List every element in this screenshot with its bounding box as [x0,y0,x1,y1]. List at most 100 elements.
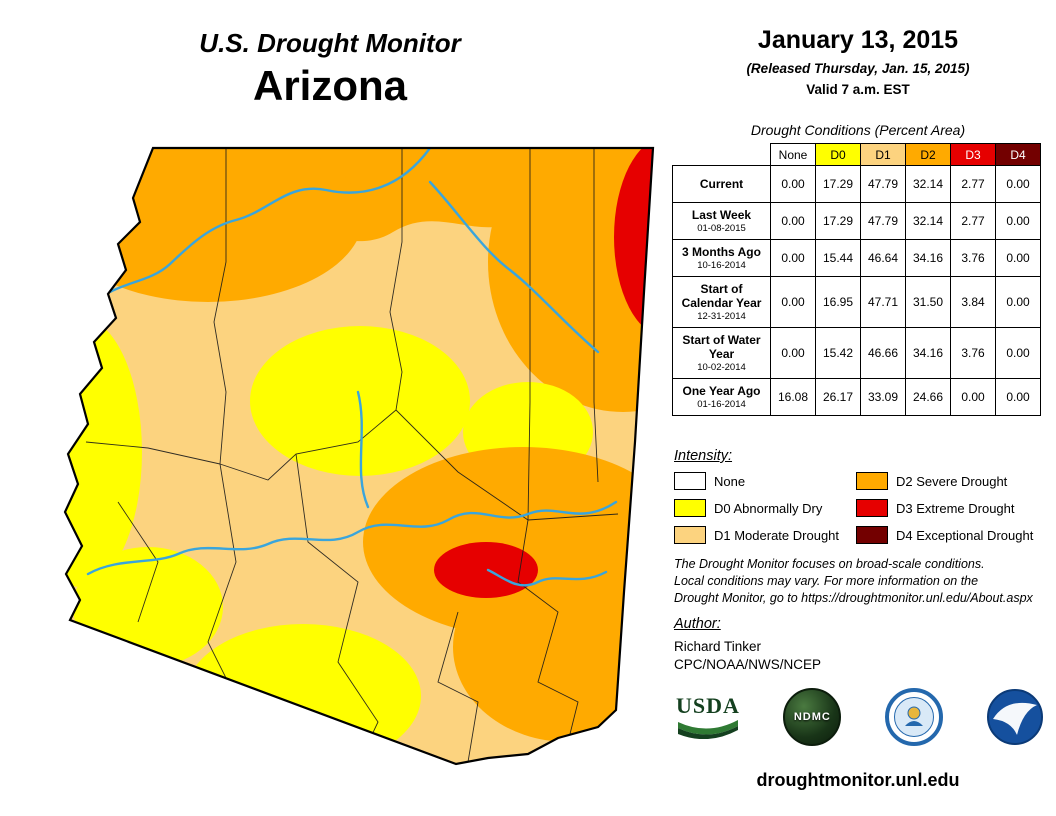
legend-swatch-none [674,472,706,490]
usda-logo-text: USDA [676,693,740,718]
gila-river-lower [486,568,608,587]
col-header-d2: D2 [905,143,951,166]
legend-item-d3: D3 Extreme Drought [856,499,1054,517]
salt-gila-river [86,500,618,576]
cell-value: 32.14 [905,165,951,203]
disclaimer-line-1: The Drought Monitor focuses on broad-sca… [674,557,985,571]
cell-value: 0.00 [995,327,1041,379]
arizona-drought-map [63,146,655,766]
region-d0-south-central [185,624,421,764]
legend-item-d2: D2 Severe Drought [856,472,1054,490]
region-title: Arizona [252,62,407,109]
cell-value: 15.44 [815,239,861,277]
colorado-river [108,148,432,294]
cell-value: 3.76 [950,327,996,379]
county-borders [85,148,619,764]
cell-value: 2.77 [950,165,996,203]
row-label: Start of Calendar Year 12-31-2014 [672,276,771,328]
legend-title: Intensity: [674,448,733,464]
rivers [86,148,618,587]
verde-river [356,390,370,509]
row-label: Last Week 01-08-2015 [672,202,771,240]
legend-item-d4: D4 Exceptional Drought [856,526,1054,544]
row-label: 3 Months Ago 10-16-2014 [672,239,771,277]
commerce-eagle-icon [893,697,934,737]
cell-value: 46.64 [860,239,906,277]
disclaimer-text: The Drought Monitor focuses on broad-sca… [674,556,1049,607]
col-header-d4: D4 [995,143,1041,166]
cell-value: 2.77 [950,202,996,240]
table-row-3-months-ago: 3 Months Ago 10-16-2014 0.00 15.44 46.64 … [672,239,1041,277]
table-row-start-calendar-year: Start of Calendar Year 12-31-2014 0.00 16… [672,276,1041,328]
cell-value: 47.79 [860,202,906,240]
row-date: 01-08-2015 [697,223,746,234]
cell-value: 47.79 [860,165,906,203]
ndmc-logo: NDMC [783,688,842,746]
legend-label: D2 Severe Drought [896,473,1008,489]
legend-item-none: None [674,472,856,490]
legend-label: D3 Extreme Drought [896,500,1015,516]
legend-label: D0 Abnormally Dry [714,500,823,516]
ndmc-logo-text: NDMC [793,711,831,723]
legend-label: None [714,473,746,489]
author-name: Richard Tinker [674,639,762,654]
row-label: Current [672,165,771,203]
cell-value: 0.00 [995,239,1041,277]
author-org: CPC/NOAA/NWS/NCEP [674,657,822,672]
cell-value: 31.50 [905,276,951,328]
region-d3-central [434,542,538,598]
cell-value: 0.00 [770,239,816,277]
cell-value: 17.29 [815,202,861,240]
info-panel: January 13, 2015 (Released Thursday, Jan… [660,0,1056,816]
col-header-d0: D0 [815,143,861,166]
cell-value: 24.66 [905,378,951,416]
cell-value: 47.71 [860,276,906,328]
table-header-row: None D0 D1 D2 D3 D4 [672,143,1041,166]
cell-value: 34.16 [905,239,951,277]
region-d0-west [65,317,142,587]
cell-value: 16.95 [815,276,861,328]
cell-value: 0.00 [995,378,1041,416]
cell-value: 0.00 [770,165,816,203]
legend-swatch-d1 [674,526,706,544]
cell-value: 16.08 [770,378,816,416]
legend-item-d0: D0 Abnormally Dry [674,499,856,517]
cell-value: 32.14 [905,202,951,240]
release-date: (Released Thursday, Jan. 15, 2015) [746,61,970,76]
col-header-d3: D3 [950,143,996,166]
legend-swatch-d0 [674,499,706,517]
cell-value: 0.00 [950,378,996,416]
page-title: U.S. Drought Monitor [199,28,461,58]
region-d3-northeast [614,148,653,337]
col-header-d1: D1 [860,143,906,166]
cell-value: 0.00 [995,202,1041,240]
legend-swatch-d2 [856,472,888,490]
cell-value: 33.09 [860,378,906,416]
table-row-start-water-year: Start of Water Year 10-02-2014 0.00 15.42… [672,327,1041,379]
valid-time: Valid 7 a.m. EST [806,82,910,97]
noaa-logo [986,688,1044,746]
cell-value: 3.84 [950,276,996,328]
cell-value: 0.00 [770,276,816,328]
legend: None D0 Abnormally Dry D1 Moderate Droug… [674,472,1054,544]
report-date: January 13, 2015 [757,26,959,54]
row-date: 01-16-2014 [697,399,746,410]
usda-swoosh-icon [678,720,738,739]
state-border [63,146,655,766]
eagle-icon [904,706,923,726]
usda-logo: USDA [676,695,740,739]
table-row-current: Current 0.00 17.29 47.79 32.14 2.77 0.00 [672,165,1041,203]
logo-row: USDA NDMC [670,688,1050,746]
cell-value: 26.17 [815,378,861,416]
legend-swatch-d4 [856,526,888,544]
table-title: Drought Conditions (Percent Area) [750,122,966,138]
cell-value: 0.00 [995,276,1041,328]
legend-swatch-d3 [856,499,888,517]
drought-conditions-table: None D0 D1 D2 D3 D4 Current 0.00 17.29 4… [672,143,1041,416]
cell-value: 46.66 [860,327,906,379]
table-row-last-week: Last Week 01-08-2015 0.00 17.29 47.79 32.… [672,202,1041,240]
row-date: 10-02-2014 [697,362,746,373]
cell-value: 15.42 [815,327,861,379]
map-container [58,142,658,770]
